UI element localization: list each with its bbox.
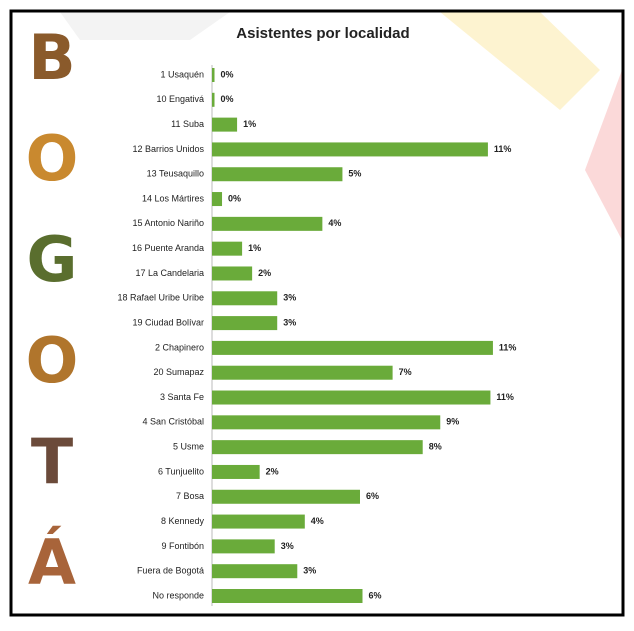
value-label: 4%	[328, 218, 341, 228]
value-label: 11%	[499, 342, 517, 352]
value-label: 3%	[281, 541, 294, 551]
plot: 1 Usaquén 0% 10 Engativá 0% 11 Suba 1% 12 Barr…	[117, 65, 516, 606]
value-label: 4%	[311, 516, 324, 526]
category-label: 16 Puente Aranda	[132, 243, 204, 253]
value-label: 11%	[494, 144, 512, 154]
value-label: 11%	[496, 392, 514, 402]
category-label: 11 Suba	[171, 119, 204, 129]
side-letter: O	[26, 324, 79, 397]
bar	[212, 142, 488, 157]
value-label: 3%	[303, 566, 316, 576]
bar	[212, 489, 360, 504]
bar	[212, 92, 215, 107]
bar	[212, 291, 278, 306]
bar	[212, 365, 393, 380]
side-letter: G	[27, 223, 78, 296]
side-letter: O	[26, 122, 79, 195]
category-label: 13 Teusaquillo	[147, 169, 204, 179]
category-label: No responde	[152, 590, 204, 600]
value-label: 1%	[248, 243, 261, 253]
frame	[9, 9, 625, 617]
value-label: 5%	[348, 169, 361, 179]
side-letter: B	[28, 21, 75, 94]
bar	[212, 216, 323, 231]
value-label: 3%	[283, 317, 296, 327]
bar	[212, 415, 441, 430]
category-label: 5 Usme	[173, 442, 204, 452]
category-label: 8 Kennedy	[161, 516, 205, 526]
value-label: 1%	[243, 119, 256, 129]
category-label: 12 Barrios Unidos	[132, 144, 204, 154]
value-label: 2%	[266, 466, 279, 476]
value-label: 9%	[446, 417, 459, 427]
category-label: 17 La Candelaria	[135, 268, 204, 278]
bar	[212, 266, 253, 281]
chart-title: Asistentes por localidad	[236, 25, 409, 42]
side-letter: T	[31, 425, 73, 498]
bar	[212, 440, 423, 455]
value-label: 3%	[283, 293, 296, 303]
category-label: 4 San Cristóbal	[142, 417, 204, 427]
value-label: 6%	[366, 491, 379, 501]
value-label: 0%	[228, 193, 241, 203]
category-label: 19 Ciudad Bolívar	[132, 317, 204, 327]
bar	[212, 564, 298, 579]
value-label: 7%	[399, 367, 412, 377]
bar	[212, 117, 238, 132]
value-label: 8%	[429, 442, 442, 452]
category-label: 6 Tunjuelito	[158, 466, 204, 476]
bar	[212, 316, 278, 331]
value-label: 6%	[369, 590, 382, 600]
side-letter: Á	[28, 526, 76, 599]
value-label: 2%	[258, 268, 271, 278]
value-label: 0%	[221, 94, 234, 104]
category-label: 1 Usaquén	[160, 69, 204, 79]
category-label: 15 Antonio Nariño	[132, 218, 204, 228]
decor-grey	[60, 12, 230, 40]
bar	[212, 68, 215, 82]
category-label: 9 Fontibón	[161, 541, 204, 551]
category-label: 14 Los Mártires	[142, 193, 205, 203]
category-label: Fuera de Bogotá	[137, 566, 204, 576]
bar	[212, 390, 491, 405]
decor-pink	[585, 70, 622, 240]
bar	[212, 464, 260, 479]
bar	[212, 340, 493, 355]
decor-yellow	[440, 12, 600, 110]
category-label: 18 Rafael Uribe Uribe	[117, 293, 204, 303]
category-label: 7 Bosa	[176, 491, 204, 501]
bar	[212, 192, 223, 207]
bar	[212, 514, 305, 529]
category-label: 2 Chapinero	[155, 342, 204, 352]
bar	[212, 241, 243, 256]
bar	[212, 167, 343, 182]
bar	[212, 589, 363, 603]
category-label: 10 Engativá	[156, 94, 204, 104]
category-label: 3 Santa Fe	[160, 392, 204, 402]
bar	[212, 539, 275, 554]
category-label: 20 Sumapaz	[153, 367, 204, 377]
value-label: 0%	[221, 69, 234, 79]
